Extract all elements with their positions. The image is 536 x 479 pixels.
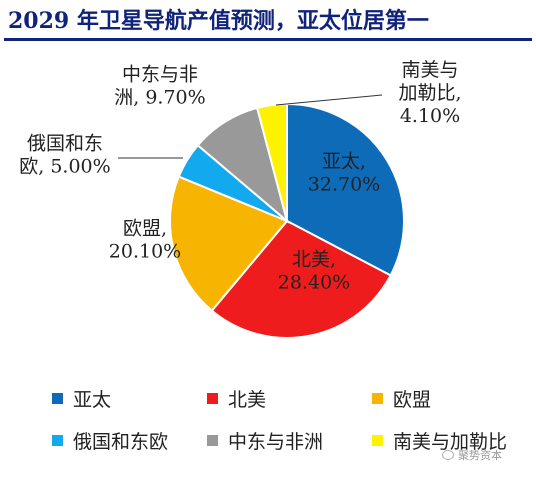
watermark: 聚势资本 xyxy=(442,447,502,463)
wechat-icon xyxy=(442,450,454,460)
legend-item-2: 欧盟 xyxy=(372,385,431,412)
legend-swatch xyxy=(372,393,383,404)
legend-item-0: 亚太 xyxy=(52,385,111,412)
chart-title: 2029 年卫星导航产值预测，亚太位居第一 xyxy=(8,8,429,34)
legend-label: 俄国和东欧 xyxy=(73,431,169,453)
title-underline xyxy=(4,38,532,41)
pie-slice-2 xyxy=(169,175,289,313)
leader-line-5 xyxy=(275,94,383,106)
legend-swatch xyxy=(372,435,383,446)
data-label-4: 中东与非洲, 9.70% xyxy=(114,64,205,109)
data-label-2: 欧盟, 20.10% xyxy=(109,218,181,263)
legend-label: 中东与非洲 xyxy=(228,431,324,453)
legend-item-1: 北美 xyxy=(207,385,266,412)
legend-swatch xyxy=(207,393,218,404)
legend-label: 北美 xyxy=(228,389,267,411)
legend-swatch xyxy=(52,393,63,404)
data-label-1: 北美, 28.40% xyxy=(278,249,350,294)
legend-swatch xyxy=(52,435,63,446)
pie-slice-0 xyxy=(286,102,405,277)
watermark-text: 聚势资本 xyxy=(458,449,502,462)
legend-label: 欧盟 xyxy=(393,389,432,411)
legend-label: 亚太 xyxy=(73,389,112,411)
data-label-3: 俄国和东欧, 5.00% xyxy=(19,133,110,178)
data-label-0: 亚太, 32.70% xyxy=(308,151,380,196)
legend-item-4: 中东与非洲 xyxy=(207,427,323,454)
data-label-5: 南美与加勒比, 4.10% xyxy=(398,59,461,127)
pie-slice-1 xyxy=(210,219,392,339)
legend-item-3: 俄国和东欧 xyxy=(52,427,168,454)
legend-item-5: 南美与加勒比 xyxy=(372,427,507,454)
legend-swatch xyxy=(207,435,218,446)
legend-label: 南美与加勒比 xyxy=(393,431,508,453)
